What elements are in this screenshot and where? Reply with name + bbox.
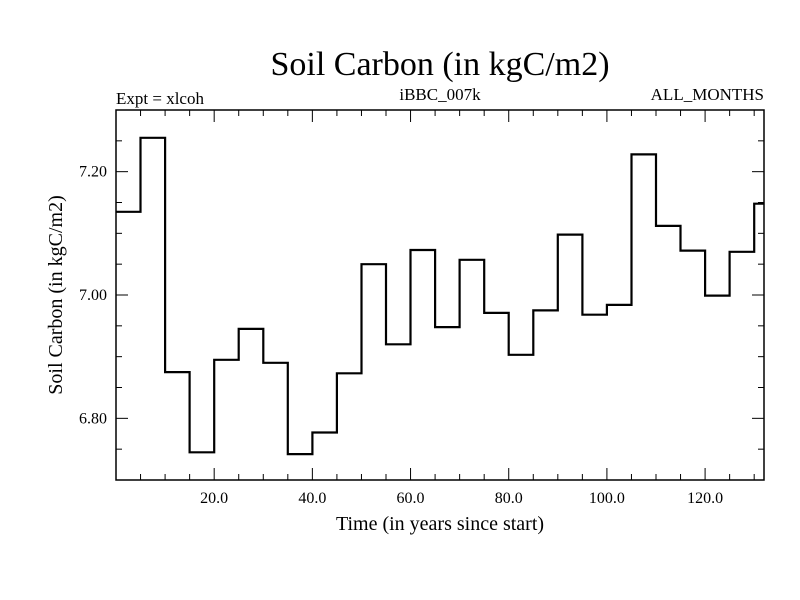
y-tick-label: 7.20 — [79, 164, 107, 181]
x-tick-label: 100.0 — [589, 490, 625, 507]
axis-ticks — [116, 110, 764, 480]
y-tick-labels: 6.80 7.00 7.20 — [79, 164, 107, 428]
x-tick-label: 40.0 — [298, 490, 326, 507]
run-id-label: iBBC_007k — [399, 85, 481, 104]
y-tick-label: 7.00 — [79, 287, 107, 304]
y-tick-label: 6.80 — [79, 410, 107, 427]
x-tick-label: 80.0 — [495, 490, 523, 507]
series-step-line — [116, 136, 764, 456]
y-axis-label: Soil Carbon (in kgC/m2) — [45, 195, 67, 394]
x-axis-label: Time (in years since start) — [336, 513, 544, 535]
x-tick-label: 60.0 — [397, 490, 425, 507]
x-tick-label: 20.0 — [200, 490, 228, 507]
x-tick-labels: 20.0 40.0 60.0 80.0 100.0 120.0 — [200, 490, 723, 507]
experiment-label: Expt = xlcoh — [116, 89, 204, 108]
months-label: ALL_MONTHS — [651, 85, 764, 104]
x-tick-label: 120.0 — [687, 490, 723, 507]
chart-title: Soil Carbon (in kgC/m2) — [270, 46, 609, 83]
